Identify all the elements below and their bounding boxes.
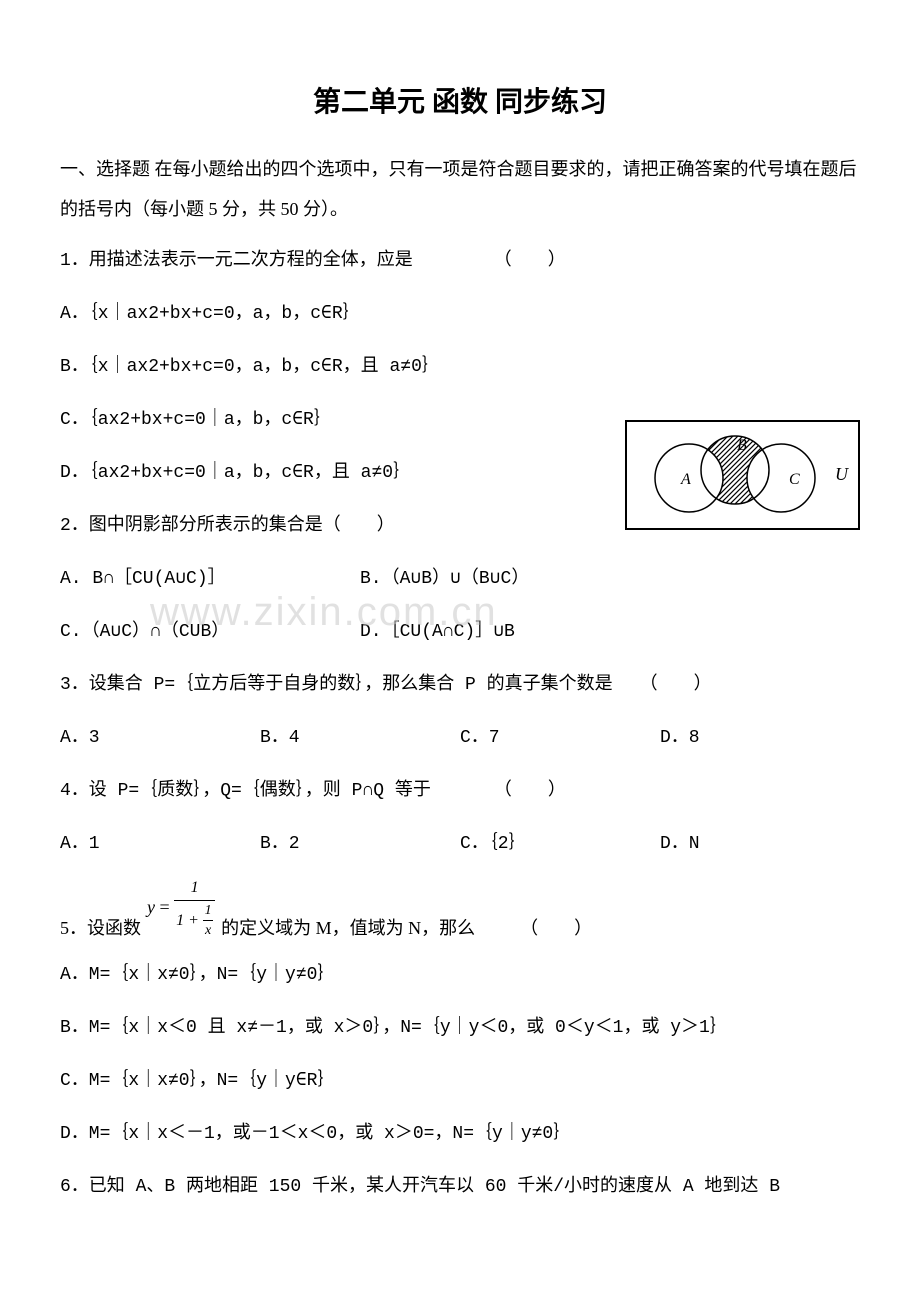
section-instruction: 一、选择题 在每小题给出的四个选项中，只有一项是符合题目要求的，请把正确答案的代…	[60, 150, 860, 229]
q2-option-b: B.（A∪B）∪（B∪C）	[360, 557, 529, 602]
q5-option-c: C．M=｛x｜x≠0｝，N=｛y｜y∈R｝	[60, 1059, 860, 1104]
q4-option-b: B．2	[260, 822, 460, 867]
q3-option-b: B．4	[260, 716, 460, 761]
q5-b-pre: B．M=｛x｜x＜0 且 x≠－1，或 x＞0	[60, 1018, 373, 1038]
q4-option-c: C．｛2｝	[460, 822, 660, 867]
q1-stem: 1．用描述法表示一元二次方程的全体，应是 （ ）	[60, 239, 860, 284]
q4-option-a: A．1	[60, 822, 260, 867]
q3-option-a: A．3	[60, 716, 260, 761]
q5-b-post: y｜y＜0，或 0＜y＜1，或 y＞1	[440, 1018, 710, 1038]
q2-option-d: D.［CU(A∩C)］∪B	[360, 610, 515, 655]
venn-label-c: C	[789, 471, 800, 488]
q4-options: A．1 B．2 C．｛2｝ D．N	[60, 822, 860, 867]
q1-option-b: B．｛x｜ax2+bx+c=0，a，b，c∈R，且 a≠0｝	[60, 345, 860, 390]
q3-options: A．3 B．4 C．7 D．8	[60, 716, 860, 761]
q5-b-end: ｝	[710, 1018, 728, 1038]
venn-diagram: A B C U	[625, 420, 860, 530]
q5-pre: 5．设函数	[60, 916, 141, 941]
venn-label-b: B	[737, 437, 747, 454]
q4-stem: 4．设 P=｛质数｝，Q=｛偶数｝，则 P∩Q 等于 （ ）	[60, 769, 860, 814]
q6-stem: 6．已知 A、B 两地相距 150 千米，某人开汽车以 60 千米/小时的速度从…	[60, 1165, 860, 1210]
q5-option-a: A．M=｛x｜x≠0｝，N=｛y｜y≠0｝	[60, 953, 860, 998]
q1-option-a: A．｛x｜ax2+bx+c=0，a，b，c∈R｝	[60, 292, 860, 337]
q5-b-mid: ｝，N=	[373, 1018, 422, 1038]
q5-stem: 5．设函数 y = 1 1 + 1x 的定义域为 M，值域为 N，那么 （ ）	[60, 877, 860, 941]
q5-formula: y = 1 1 + 1x	[147, 877, 215, 941]
venn-label-u: U	[835, 464, 849, 484]
q5-b-set: ｛	[422, 1018, 440, 1038]
q5-option-d: D．M=｛x｜x＜－1，或－1＜x＜0，或 x＞0=，N=｛y｜y≠0｝	[60, 1112, 860, 1157]
page-title: 第二单元 函数 同步练习	[60, 80, 860, 120]
q3-stem: 3．设集合 P=｛立方后等于自身的数｝，那么集合 P 的真子集个数是 （ ）	[60, 663, 860, 708]
q2-option-a: A. B∩［CU(A∪C)］	[60, 557, 360, 602]
q5-option-b: B．M=｛x｜x＜0 且 x≠－1，或 x＞0｝，N=｛y｜y＜0，或 0＜y＜…	[60, 1006, 860, 1051]
venn-svg: A B C U	[627, 422, 858, 528]
q5-post: 的定义域为 M，值域为 N，那么 （ ）	[221, 916, 592, 941]
q3-option-c: C．7	[460, 716, 660, 761]
q4-option-d: D．N	[660, 822, 860, 867]
q2-option-c: C.（A∪C）∩（CUB）	[60, 610, 360, 655]
q3-option-d: D．8	[660, 716, 860, 761]
venn-label-a: A	[680, 471, 691, 488]
